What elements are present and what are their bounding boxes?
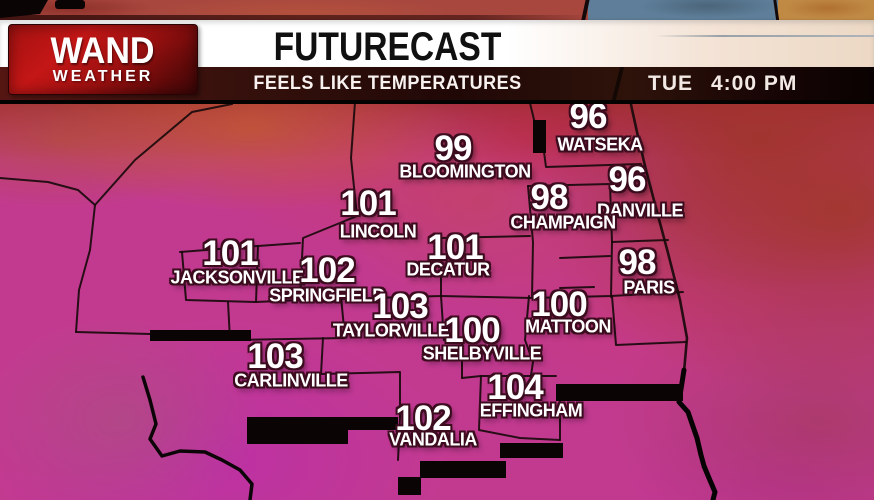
city-name: LINCOLN — [339, 221, 417, 242]
county-line — [524, 295, 534, 383]
city-name: SHELBYVILLE — [422, 343, 542, 364]
city-temperature: 101 — [427, 228, 483, 267]
time-label: 4:00 PM — [711, 72, 798, 95]
city-name: SPRINGFIELD — [269, 285, 385, 306]
city-temperature: 96 — [608, 160, 647, 199]
map-black-patch — [348, 417, 398, 430]
county-line — [181, 251, 301, 303]
station-logo: WAND WEATHER — [8, 24, 198, 95]
city-name: VANDALIA — [389, 429, 477, 450]
page-title: FUTURECAST — [273, 25, 502, 69]
city-temperature: 103 — [372, 287, 428, 326]
city-temperature: 102 — [299, 251, 355, 290]
river-line — [141, 375, 254, 500]
state-border-line — [628, 98, 689, 374]
city-name: MATTOON — [525, 316, 611, 337]
map-black-patch — [556, 384, 683, 401]
county-line — [527, 185, 534, 299]
city-name: DANVILLE — [597, 200, 684, 221]
county-line — [559, 255, 611, 259]
county-line — [478, 375, 561, 441]
city-temperature: 103 — [247, 337, 303, 376]
county-line — [299, 101, 531, 301]
map-black-patch — [0, 0, 48, 18]
city-temperature: 102 — [395, 399, 451, 438]
map-black-patch — [533, 120, 546, 153]
city-temperature: 104 — [487, 368, 543, 407]
county-line — [527, 183, 613, 298]
station-logo-name: WAND — [50, 30, 155, 71]
city-name: PARIS — [623, 277, 675, 298]
county-line — [440, 291, 684, 299]
city-temperature: 98 — [530, 178, 569, 217]
map-black-patch — [55, 0, 85, 9]
city-temperature: 99 — [434, 129, 473, 168]
banner-divider-line — [655, 35, 874, 37]
map-black-patch — [398, 477, 421, 495]
county-line — [75, 331, 151, 335]
map-black-patch — [247, 417, 348, 444]
city-name: WATSEKA — [557, 134, 643, 155]
city-name: BLOOMINGTON — [399, 161, 531, 182]
city-temperature: 101 — [202, 234, 258, 273]
map-black-patch — [420, 461, 506, 478]
subtitle-text: FEELS LIKE TEMPERATURES — [253, 73, 522, 94]
day-label: TUE — [648, 72, 693, 95]
county-line — [94, 103, 233, 206]
city-name: TAYLORVILLE — [332, 320, 450, 341]
county-line — [559, 286, 595, 289]
temperature-heat-map — [0, 100, 874, 500]
strip-divider — [611, 67, 625, 100]
county-line — [397, 416, 401, 461]
river-line — [676, 367, 718, 500]
county-line — [255, 245, 259, 303]
county-line — [611, 239, 669, 243]
city-temperature: 98 — [618, 243, 657, 282]
county-line — [440, 295, 463, 379]
city-name: EFFINGHAM — [479, 400, 583, 421]
city-temperature: 101 — [340, 184, 396, 223]
county-line — [611, 295, 687, 346]
county-line — [320, 337, 401, 418]
county-line — [227, 296, 346, 341]
map-black-patch — [150, 330, 251, 341]
station-logo-weather: WEATHER — [52, 68, 154, 85]
city-temperature: 100 — [444, 311, 500, 350]
city-temperature: 100 — [531, 285, 587, 324]
valid-time: TUE 4:00 PM — [648, 72, 828, 96]
city-name: CHAMPAIGN — [510, 212, 616, 233]
banner-top-shadow — [0, 15, 592, 23]
city-name: DECATUR — [406, 259, 490, 280]
city-name: JACKSONVILLE — [170, 267, 304, 288]
map-black-patch — [500, 443, 563, 458]
city-name: CARLINVILLE — [234, 370, 348, 391]
